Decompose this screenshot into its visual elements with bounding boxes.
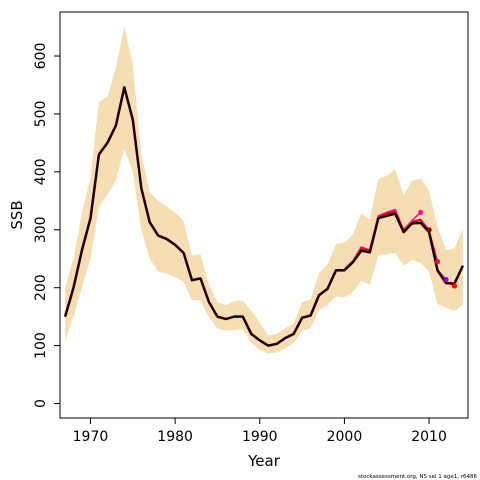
x-tick-label: 1980: [157, 429, 193, 445]
y-axis-title: SSB: [8, 200, 26, 229]
y-tick-label: 100: [33, 332, 49, 359]
retro-endpoint-marker: [426, 227, 432, 233]
confidence-band: [65, 25, 463, 354]
y-tick-label: 600: [33, 43, 49, 70]
y-axis: 0 100 200 300 400 500 600: [33, 43, 61, 408]
main-series-layer: [63, 86, 465, 347]
x-tick-label: 1970: [73, 429, 109, 445]
y-tick-label: 500: [33, 101, 49, 128]
x-tick-label: 1990: [242, 429, 278, 445]
x-axis: 1970 1980 1990 2000 2010: [73, 417, 447, 445]
footer-credit: stockassessment.org, NS sel 1 age1, r648…: [358, 474, 477, 480]
confidence-band-layer: [65, 25, 463, 354]
y-tick-label: 400: [33, 158, 49, 185]
y-tick-label: 200: [33, 274, 49, 301]
retro-endpoint-marker: [418, 209, 424, 215]
endpoint-markers-layer: [418, 209, 458, 289]
y-tick-label: 0: [33, 399, 49, 408]
retro-endpoint-marker: [443, 277, 449, 283]
retro-endpoint-marker: [434, 259, 441, 265]
y-tick-label: 300: [33, 216, 49, 243]
main-series-line: [64, 86, 464, 347]
x-tick-label: 2010: [411, 429, 447, 445]
retro-endpoint-marker: [451, 283, 458, 289]
retro-line: [343, 210, 439, 270]
x-axis-title: Year: [247, 452, 281, 470]
x-tick-label: 2000: [327, 429, 363, 445]
